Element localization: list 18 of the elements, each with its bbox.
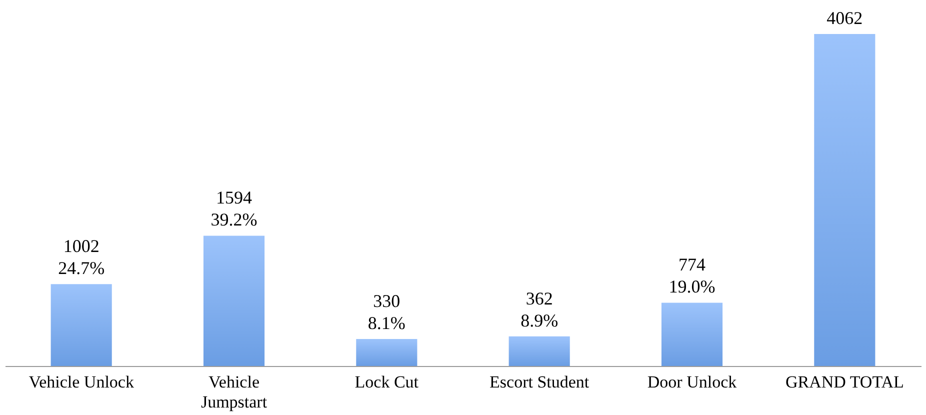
data-label: 1002 24.7% xyxy=(58,236,105,278)
data-label: 4062 xyxy=(826,8,863,28)
data-label: 1594 39.2% xyxy=(210,188,258,230)
x-tick-label: GRAND TOTAL xyxy=(785,372,904,392)
x-tick-label: Door Unlock xyxy=(647,372,738,392)
data-label: 330 8.1% xyxy=(368,291,406,334)
bar xyxy=(203,236,265,366)
x-tick-label: Vehicle Jumpstart xyxy=(200,372,268,412)
bar xyxy=(508,336,570,366)
data-label: 362 8.9% xyxy=(520,288,558,330)
bar xyxy=(50,284,112,366)
data-label: 774 19.0% xyxy=(668,254,716,297)
bar xyxy=(814,34,876,366)
x-tick-label: Vehicle Unlock xyxy=(28,372,134,392)
bar xyxy=(661,302,723,366)
x-tick-label: Escort Student xyxy=(490,372,590,392)
x-tick-label: Lock Cut xyxy=(354,372,419,392)
bar xyxy=(356,339,418,366)
